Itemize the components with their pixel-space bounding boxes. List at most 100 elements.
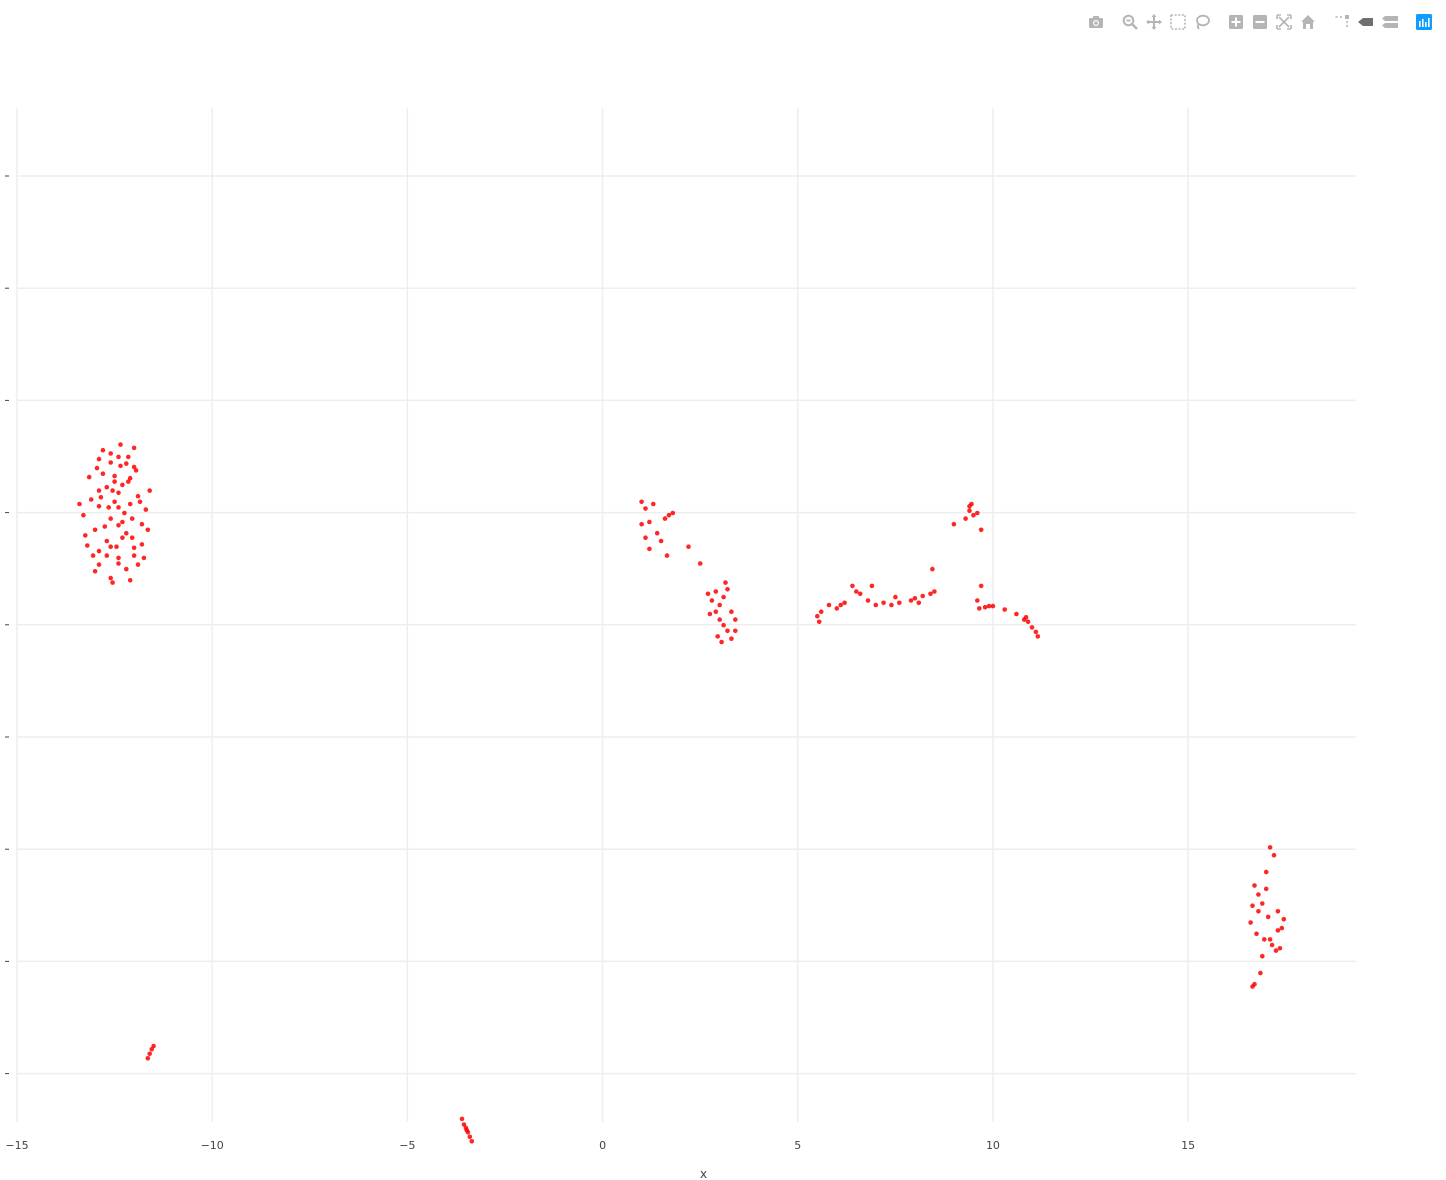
- scatter-point[interactable]: [118, 442, 123, 447]
- scatter-point[interactable]: [643, 506, 648, 511]
- scatter-point[interactable]: [120, 535, 125, 540]
- hover-closest-icon[interactable]: [1354, 11, 1378, 33]
- scatter-point[interactable]: [723, 580, 728, 585]
- scatter-point[interactable]: [1258, 970, 1263, 976]
- scatter-point[interactable]: [77, 501, 82, 507]
- scatter-point[interactable]: [1263, 886, 1269, 892]
- scatter-point[interactable]: [108, 516, 113, 521]
- scatter-point[interactable]: [1025, 619, 1031, 625]
- scatter-point[interactable]: [85, 543, 90, 548]
- scatter-point[interactable]: [850, 583, 855, 589]
- autoscale-icon[interactable]: [1272, 11, 1296, 33]
- scatter-point[interactable]: [131, 553, 137, 558]
- scatter-point[interactable]: [83, 533, 88, 538]
- scatter-point[interactable]: [133, 468, 139, 473]
- scatter-point[interactable]: [139, 521, 145, 527]
- scatter-point[interactable]: [920, 593, 925, 599]
- scatter-point[interactable]: [1275, 928, 1281, 933]
- scatter-point[interactable]: [139, 542, 145, 547]
- scatter-point[interactable]: [1260, 901, 1265, 906]
- scatter-point[interactable]: [96, 488, 102, 493]
- scatter-point[interactable]: [98, 495, 104, 500]
- scatter-point[interactable]: [143, 507, 149, 512]
- scatter-point[interactable]: [1269, 942, 1275, 948]
- scatter-point[interactable]: [717, 602, 722, 608]
- scatter-point[interactable]: [975, 510, 980, 516]
- scatter-point[interactable]: [978, 527, 984, 533]
- scatter-point[interactable]: [129, 535, 135, 540]
- scatter-point[interactable]: [131, 545, 137, 551]
- scatter-point[interactable]: [81, 512, 86, 518]
- scatter-point[interactable]: [92, 527, 98, 533]
- scatter-point[interactable]: [116, 561, 121, 566]
- zoom-in-icon[interactable]: [1224, 11, 1248, 33]
- scatter-point[interactable]: [137, 499, 143, 505]
- scatter-point[interactable]: [1271, 852, 1277, 858]
- spike-lines-icon[interactable]: [1330, 11, 1354, 33]
- scatter-point[interactable]: [131, 464, 137, 470]
- hover-compare-icon[interactable]: [1378, 11, 1402, 33]
- scatter-point[interactable]: [721, 622, 726, 628]
- scatter-point[interactable]: [104, 553, 110, 558]
- scatter-point[interactable]: [135, 562, 141, 567]
- scatter-point[interactable]: [838, 602, 843, 608]
- scatter-point[interactable]: [916, 600, 922, 606]
- scatter-point[interactable]: [1250, 984, 1255, 989]
- scatter-point[interactable]: [1002, 607, 1007, 612]
- scatter-point[interactable]: [651, 501, 656, 507]
- scatter-point[interactable]: [135, 493, 141, 499]
- scatter-point[interactable]: [145, 527, 151, 533]
- scatter-point[interactable]: [717, 617, 722, 622]
- scatter-point[interactable]: [127, 578, 133, 583]
- scatter-point[interactable]: [733, 628, 738, 634]
- scatter-point[interactable]: [1252, 883, 1257, 888]
- scatter-point[interactable]: [643, 535, 648, 540]
- scatter-point[interactable]: [469, 1139, 475, 1144]
- scatter-point[interactable]: [881, 600, 886, 606]
- scatter-point[interactable]: [127, 475, 133, 481]
- scatter-point[interactable]: [713, 589, 719, 594]
- pan-icon[interactable]: [1142, 11, 1166, 33]
- scatter-point[interactable]: [666, 512, 672, 518]
- scatter-point[interactable]: [108, 460, 113, 465]
- scatter-point[interactable]: [932, 589, 937, 594]
- scatter-point[interactable]: [639, 499, 644, 505]
- scatter-point[interactable]: [990, 603, 996, 609]
- scatter-point[interactable]: [116, 505, 121, 510]
- scatter-point[interactable]: [90, 553, 96, 558]
- scatter-point[interactable]: [912, 596, 918, 601]
- scatter-point[interactable]: [1262, 937, 1267, 942]
- scatter-point[interactable]: [1267, 937, 1273, 942]
- scatter-point[interactable]: [147, 1051, 152, 1057]
- scatter-point[interactable]: [971, 512, 976, 518]
- scatter-point[interactable]: [1263, 869, 1269, 875]
- scatter-point[interactable]: [951, 521, 957, 527]
- scatter-point[interactable]: [108, 544, 113, 549]
- scatter-point[interactable]: [122, 510, 127, 516]
- scatter-point[interactable]: [725, 628, 730, 634]
- scatter-point[interactable]: [116, 555, 121, 561]
- scatter-point[interactable]: [141, 555, 147, 561]
- scatter-point[interactable]: [120, 482, 125, 488]
- scatter-point[interactable]: [96, 562, 102, 567]
- scatter-point[interactable]: [826, 602, 832, 608]
- scatter-point[interactable]: [893, 594, 898, 600]
- scatter-point[interactable]: [1033, 629, 1039, 635]
- scatter-point[interactable]: [664, 553, 670, 558]
- scatter-point[interactable]: [658, 538, 664, 544]
- plotly-logo-icon[interactable]: [1412, 11, 1436, 33]
- scatter-point[interactable]: [986, 603, 992, 609]
- scatter-point[interactable]: [114, 544, 119, 549]
- scatter-point[interactable]: [118, 463, 123, 469]
- scatter-point[interactable]: [129, 516, 135, 521]
- scatter-point[interactable]: [112, 473, 117, 479]
- scatter-point[interactable]: [908, 598, 914, 603]
- scatter-point[interactable]: [834, 606, 840, 611]
- scatter-point[interactable]: [647, 519, 652, 525]
- scatter-point[interactable]: [1035, 634, 1041, 639]
- scatter-point[interactable]: [977, 606, 982, 611]
- scatter-point[interactable]: [1279, 925, 1285, 931]
- scatter-point[interactable]: [647, 546, 652, 552]
- scatter-point[interactable]: [112, 499, 117, 505]
